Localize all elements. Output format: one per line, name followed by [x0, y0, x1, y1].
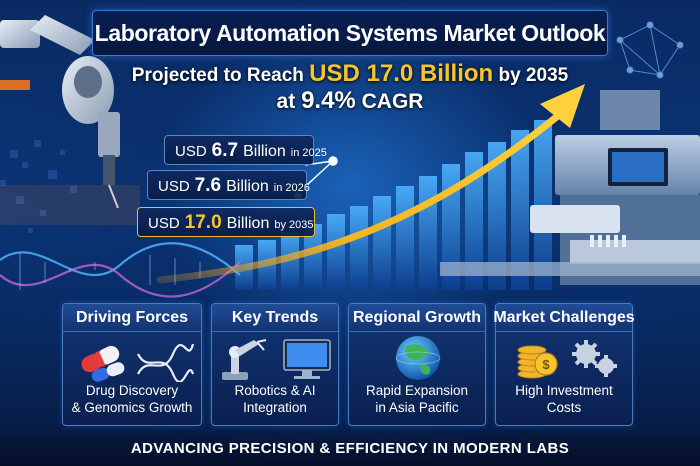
card-line-1: Drug Discovery [85, 383, 179, 398]
callout-currency: USD [175, 143, 207, 160]
callout-amount: 7.6 [194, 175, 222, 196]
card-title: Key Trends [212, 304, 338, 332]
card-line-1: Robotics & AI [234, 383, 316, 398]
card-description: Robotics & AI Integration [212, 382, 338, 416]
callout-amount: 6.7 [211, 140, 239, 161]
svg-text:$: $ [542, 357, 550, 372]
cagr-value: 9.4% [301, 87, 356, 114]
card-line-1: Rapid Expansion [365, 383, 469, 398]
callout-unit: Billion [243, 143, 286, 160]
callout-amount: 17.0 [184, 212, 222, 233]
card-key-trends: Key Trends Robotics & AI Integration [211, 303, 339, 426]
callout-currency: USD [158, 178, 190, 195]
callout-2025: USD 6.7 Billion in 2025 [164, 135, 327, 165]
headline-prefix: Projected to Reach [131, 65, 304, 86]
cagr-prefix: at [276, 90, 296, 113]
card-description: Rapid Expansion in Asia Pacific [349, 382, 485, 416]
globe-icon [395, 336, 441, 380]
robot-arm-monitor-icon [222, 339, 331, 380]
card-line-1: High Investment [515, 383, 613, 398]
card-line-2: & Genomics Growth [71, 400, 193, 415]
dna-helix [0, 242, 241, 298]
card-description: Drug Discovery & Genomics Growth [63, 382, 201, 416]
card-title: Market Challenges [493, 304, 635, 332]
page-title: Laboratory Automation Systems Market Out… [94, 19, 606, 46]
callout-2026: USD 7.6 Billion in 2026 [147, 170, 310, 200]
network-nodes [616, 21, 684, 79]
callout-2035: USD 17.0 Billion by 2035 [137, 207, 315, 237]
callout-currency: USD [148, 215, 180, 232]
callout-unit: Billion [226, 178, 269, 195]
callout-year: by 2035 [274, 219, 314, 231]
headline-suffix: by 2035 [498, 65, 569, 86]
card-title: Driving Forces [63, 304, 201, 332]
callout-year: in 2026 [273, 182, 310, 194]
card-regional-growth: Regional Growth Rapid Expansion in Asia … [348, 303, 486, 426]
left-lab-glow [0, 185, 140, 225]
footer-bar: ADVANCING PRECISION & EFFICIENCY IN MODE… [0, 431, 700, 466]
callout-unit: Billion [226, 215, 270, 232]
headline-value: USD 17.0 Billion [309, 60, 494, 87]
pixel-pattern [0, 140, 77, 233]
robot-arm [0, 15, 120, 209]
growth-bars [235, 120, 552, 290]
card-market-challenges: Market Challenges $ [493, 303, 635, 426]
card-line-2: in Asia Pacific [375, 400, 459, 415]
headline-cagr: at 9.4% CAGR [0, 87, 700, 115]
card-line-2: Costs [546, 400, 582, 415]
title-banner: Laboratory Automation Systems Market Out… [92, 10, 608, 56]
growth-arrow [156, 84, 585, 284]
footer-tagline: ADVANCING PRECISION & EFFICIENCY IN MODE… [130, 440, 570, 457]
callout-year: in 2025 [290, 147, 327, 159]
card-title: Regional Growth [349, 304, 485, 332]
cagr-suffix: CAGR [361, 90, 424, 113]
card-driving-forces: Driving Forces Drug Discovery & Genomics… [62, 303, 202, 426]
headline-projection: Projected to Reach USD 17.0 Billion by 2… [0, 60, 700, 88]
card-description: High Investment Costs [496, 382, 632, 416]
lab-equipment [440, 90, 700, 285]
coins-gears-icon: $ [517, 340, 617, 379]
card-line-2: Integration [243, 400, 307, 415]
pills-dna-icon [81, 343, 195, 382]
